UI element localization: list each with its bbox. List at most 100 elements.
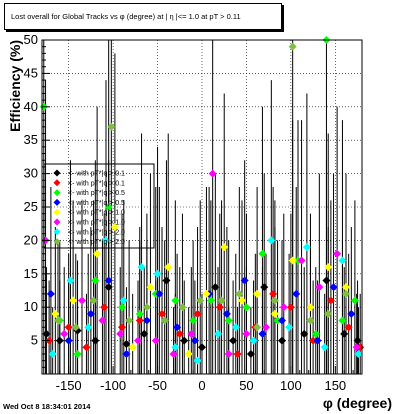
data-point [344, 323, 353, 332]
data-point [66, 276, 75, 285]
data-point [222, 309, 231, 318]
x-tick-label: 0 [198, 378, 205, 393]
data-point [333, 249, 342, 258]
data-point [258, 329, 267, 338]
legend-box [43, 163, 155, 249]
legend-marker [53, 238, 61, 246]
data-point [206, 296, 215, 305]
data-point [198, 343, 206, 352]
data-point [104, 283, 113, 292]
data-point [110, 223, 119, 232]
data-point [187, 329, 196, 338]
data-point [118, 323, 126, 332]
data-point [278, 336, 286, 345]
data-point [309, 336, 318, 345]
data-point [135, 309, 144, 318]
data-point [84, 323, 93, 332]
y-tick-label: 20 [24, 232, 38, 247]
data-point [158, 309, 166, 318]
data-point [169, 349, 178, 358]
data-point [288, 42, 297, 51]
data-point [208, 169, 217, 178]
data-point [329, 283, 338, 292]
data-point [211, 283, 220, 292]
data-point [189, 316, 198, 325]
legend-entry: <- with pT*|q|> 0.1 [68, 180, 125, 187]
data-point [69, 296, 78, 305]
y-tick-label: 25 [24, 199, 38, 214]
data-point [215, 303, 224, 312]
data-point [352, 343, 361, 352]
data-point [134, 336, 142, 345]
data-point [100, 303, 109, 312]
legend-entry: <- with pT*|q|> 1.0 [68, 210, 125, 217]
data-point [324, 263, 333, 272]
data-point [320, 343, 329, 352]
data-point [279, 303, 288, 312]
data-point [42, 329, 51, 338]
legend-marker [53, 189, 61, 197]
y-axis-label: Efficiency (%) [7, 40, 23, 132]
data-point [54, 316, 62, 325]
data-point [270, 296, 279, 305]
data-point [306, 303, 315, 312]
data-point [46, 289, 55, 298]
legend-marker [53, 169, 61, 177]
chart-title-box: Lost overall for Global Tracks vs φ (deg… [4, 3, 282, 30]
data-point [146, 283, 155, 292]
data-point [313, 336, 322, 345]
data-point [91, 276, 100, 285]
data-point [326, 296, 335, 305]
data-point [89, 296, 98, 305]
data-point [164, 263, 173, 272]
data-point [242, 303, 251, 312]
y-tick-label: 50 [24, 32, 38, 47]
data-point [242, 329, 251, 338]
data-point [82, 343, 91, 352]
legend-entry: <- with pT*|q|> 0.1 [68, 171, 125, 178]
data-point [235, 289, 244, 298]
data-point [60, 329, 69, 338]
x-axis-label: φ (degree) [323, 395, 392, 411]
data-point [214, 329, 222, 338]
data-point [231, 323, 240, 332]
data-point [48, 349, 57, 358]
data-point [175, 329, 184, 338]
data-point [193, 356, 202, 365]
data-point [137, 263, 146, 272]
data-point [217, 296, 226, 305]
data-point [122, 339, 131, 348]
data-point [354, 349, 363, 358]
data-point [135, 316, 144, 325]
data-point [107, 122, 116, 131]
data-point [246, 349, 255, 358]
legend-marker [53, 228, 61, 236]
legend: <- with pT*|q|> 0.1 <- with pT*|q|> 0.1 <-… [43, 163, 155, 249]
data-point [306, 316, 315, 325]
data-point [190, 336, 199, 345]
legend-entry: <- with pT*|q|> 1.0 [68, 220, 125, 227]
data-point [51, 309, 60, 318]
data-point [267, 236, 276, 245]
data-point [151, 336, 160, 345]
data-point [342, 283, 350, 292]
data-point [118, 303, 126, 312]
data-point [338, 256, 347, 265]
data-point [173, 323, 182, 332]
y-tick-label: 35 [24, 132, 38, 147]
y-tick-label: 10 [24, 299, 38, 314]
data-point [262, 323, 270, 332]
data-point [193, 309, 202, 318]
data-point [322, 276, 331, 285]
data-point [260, 283, 269, 292]
data-point [91, 336, 100, 345]
data-point [104, 203, 113, 211]
data-point [153, 269, 162, 278]
y-tick-label: 45 [24, 65, 38, 80]
data-point [142, 303, 151, 312]
data-point [102, 236, 110, 245]
data-point [125, 316, 134, 325]
data-point [311, 329, 320, 338]
data-point [229, 336, 238, 345]
y-tick-label: 5 [31, 333, 38, 348]
